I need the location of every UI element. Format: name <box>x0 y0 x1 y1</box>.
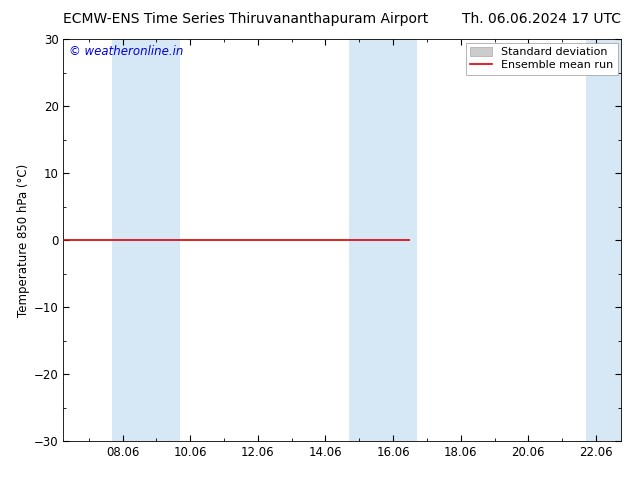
Bar <box>112 39 180 441</box>
Text: Th. 06.06.2024 17 UTC: Th. 06.06.2024 17 UTC <box>462 12 621 26</box>
Text: ECMW-ENS Time Series Thiruvananthapuram Airport: ECMW-ENS Time Series Thiruvananthapuram … <box>63 12 429 26</box>
Legend: Standard deviation, Ensemble mean run: Standard deviation, Ensemble mean run <box>466 43 618 74</box>
Bar <box>349 39 417 441</box>
Text: © weatheronline.in: © weatheronline.in <box>69 45 183 58</box>
Y-axis label: Temperature 850 hPa (°C): Temperature 850 hPa (°C) <box>16 164 30 317</box>
Bar <box>586 39 621 441</box>
